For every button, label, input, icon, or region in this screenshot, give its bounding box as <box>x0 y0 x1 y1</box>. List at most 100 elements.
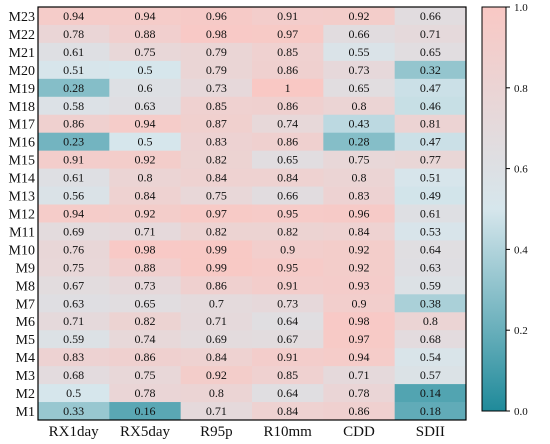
cell-value-label: 0.98 <box>206 27 227 41</box>
heatmap-cell <box>38 258 110 277</box>
row-axis-labels: M23 M22 M21 M20 M19 M18 M17 M16 M15 M14 M13 M12 M11 M… <box>9 10 35 420</box>
cell-value-label: 0.7 <box>209 296 224 310</box>
heatmap-cell <box>323 60 396 80</box>
heatmap-cell <box>252 366 324 385</box>
cell-value-label: 0.59 <box>63 332 84 346</box>
heatmap-cell <box>323 222 396 241</box>
heatmap-cell <box>394 258 467 277</box>
cell-value-label: 0.69 <box>206 332 227 346</box>
heatmap-cell <box>252 168 324 187</box>
cell-value-label: 0.65 <box>135 296 156 310</box>
row-label: M11 <box>9 225 35 240</box>
heatmap-cell <box>323 204 396 223</box>
cell-value-label: 0.9 <box>280 242 295 256</box>
heatmap-cell <box>180 186 253 205</box>
heatmap-cell <box>38 276 110 295</box>
heatmap-cell <box>323 276 396 295</box>
heatmap-cell <box>252 186 324 205</box>
cell-value-label: 0.6 <box>138 81 153 95</box>
cell-value-label: 0.71 <box>349 368 370 382</box>
heatmap-cell <box>394 402 467 421</box>
row-label: M17 <box>9 118 35 133</box>
heatmap-cell <box>109 114 182 134</box>
heatmap-cell <box>109 150 182 170</box>
cell-value-label: 0.68 <box>63 368 84 382</box>
heatmap-cell <box>180 114 253 134</box>
heatmap-frame <box>37 6 467 421</box>
heatmap-cell <box>109 78 182 98</box>
cell-value-label: 0.84 <box>349 224 370 238</box>
cell-value-label: 0.9 <box>352 296 367 310</box>
heatmap-cell <box>394 348 467 367</box>
cell-value-label: 0.43 <box>349 117 370 131</box>
cell-value-label: 0.78 <box>135 386 156 400</box>
heatmap-cell <box>109 384 182 403</box>
cell-value-label: 0.92 <box>206 368 227 382</box>
cell-value-label: 0.64 <box>277 314 298 328</box>
heatmap-cell <box>38 294 110 313</box>
cell-value-label: 0.75 <box>135 368 156 382</box>
cell-value-label: 0.86 <box>206 278 227 292</box>
cell-value-label: 0.75 <box>63 260 84 274</box>
colorbar <box>481 6 507 412</box>
heatmap-cell <box>180 402 253 421</box>
cell-value-label: 0.94 <box>349 350 370 364</box>
row-label: M14 <box>9 172 35 187</box>
heatmap-cell <box>252 312 324 331</box>
heatmap-cell <box>180 168 253 187</box>
heatmap-cell <box>180 366 253 385</box>
cell-value-label: 0.33 <box>63 404 84 418</box>
cell-value-label: 0.92 <box>349 242 370 256</box>
cell-value-label: 0.97 <box>277 27 298 41</box>
heatmap-cell <box>180 384 253 403</box>
cell-value-label: 0.79 <box>206 45 227 59</box>
cell-value-label: 0.8 <box>423 314 438 328</box>
cell-value-label: 0.75 <box>206 189 227 203</box>
cell-value-label: 0.67 <box>277 332 298 346</box>
heatmap-cell <box>252 222 324 241</box>
heatmap-cell <box>109 348 182 367</box>
heatmap-cell <box>180 330 253 349</box>
heatmap-cell <box>323 78 396 98</box>
cell-value-label: 0.94 <box>135 9 156 23</box>
cell-value-label: 0.74 <box>277 117 298 131</box>
cell-value-label: 0.98 <box>135 242 156 256</box>
colorbar-tick-label: 0.6 <box>514 164 528 176</box>
heatmap-cell <box>109 186 182 205</box>
column-label: R10mm <box>263 424 312 440</box>
cell-value-label: 0.63 <box>63 296 84 310</box>
cell-value-label: 0.28 <box>63 81 84 95</box>
heatmap-cell <box>394 96 467 116</box>
heatmap-cell <box>180 294 253 313</box>
heatmap-cell <box>252 42 324 62</box>
cell-value-label: 0.71 <box>63 314 84 328</box>
heatmap-cell <box>252 240 324 259</box>
heatmap-cell <box>109 204 182 223</box>
cell-value-label: 0.58 <box>63 99 84 113</box>
row-label: M10 <box>9 243 35 258</box>
heatmap-cell <box>38 114 110 134</box>
cell-value-label: 0.73 <box>135 278 156 292</box>
cell-value-label: 0.85 <box>277 368 298 382</box>
cell-value-label: 0.74 <box>135 332 156 346</box>
cell-value-label: 0.5 <box>66 386 81 400</box>
cell-value-label: 0.85 <box>206 99 227 113</box>
heatmap-cell <box>38 402 110 421</box>
heatmap-cell <box>394 240 467 259</box>
heatmap-cell <box>394 312 467 331</box>
heatmap-cell <box>109 312 182 331</box>
cell-value-label: 0.84 <box>277 171 298 185</box>
cell-value-label: 0.61 <box>63 171 84 185</box>
heatmap-cell <box>323 186 396 205</box>
heatmap-cell <box>38 348 110 367</box>
cell-value-label: 0.86 <box>277 135 298 149</box>
cell-value-label: 0.46 <box>420 99 441 113</box>
cell-value-label: 0.18 <box>420 404 441 418</box>
heatmap-cell <box>323 168 396 187</box>
cell-value-label: 0.73 <box>349 63 370 77</box>
heatmap-cell <box>323 42 396 62</box>
cell-value-label: 0.91 <box>277 278 298 292</box>
heatmap-cell <box>109 366 182 385</box>
cell-value-label: 0.71 <box>206 314 227 328</box>
heatmap-cell <box>109 240 182 259</box>
